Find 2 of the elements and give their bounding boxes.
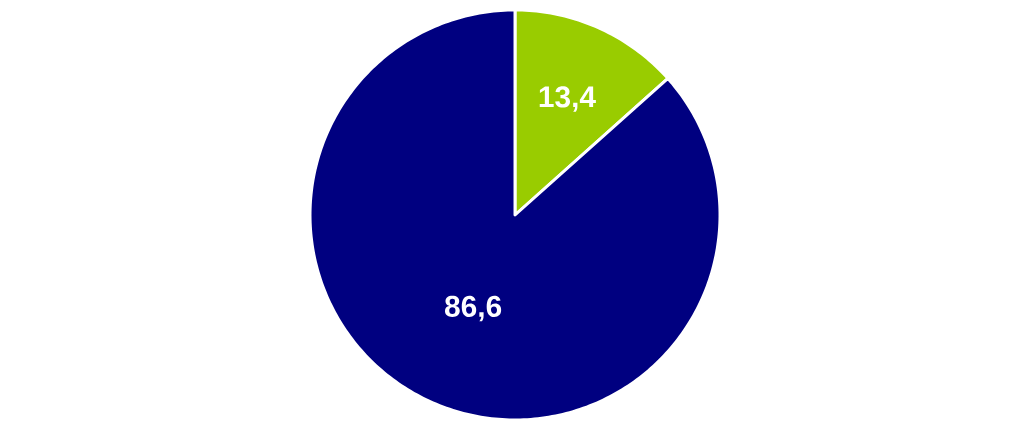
data-label: 86,6 (444, 295, 502, 322)
data-label: 13,4 (539, 86, 596, 112)
